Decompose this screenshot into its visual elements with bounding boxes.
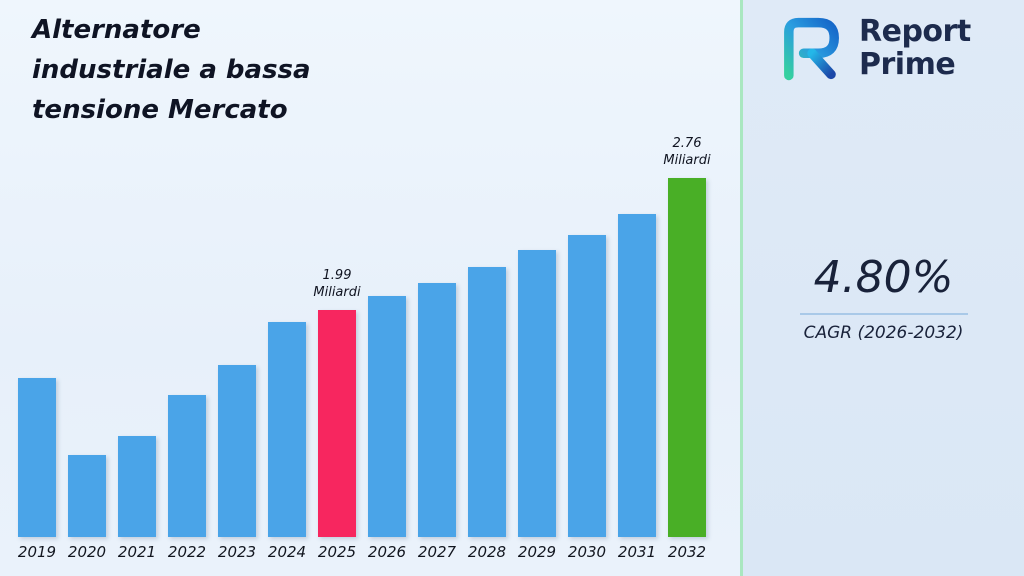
- x-tick-2031: 2031: [617, 543, 657, 561]
- bar-2027: [418, 283, 456, 537]
- cagr-underline: [799, 313, 968, 315]
- logo-word-prime: Prime: [859, 47, 956, 82]
- bar-2021: [118, 436, 156, 537]
- x-tick-2020: 2020: [67, 543, 107, 561]
- logo-word-report: Report: [859, 14, 971, 49]
- x-tick-2023: 2023: [217, 543, 257, 561]
- x-tick-2026: 2026: [367, 543, 407, 561]
- x-tick-2028: 2028: [467, 543, 507, 561]
- bar-2019: [18, 378, 56, 537]
- bar-2025: [318, 310, 356, 537]
- x-tick-2019: 2019: [17, 543, 57, 561]
- x-tick-2024: 2024: [267, 543, 307, 561]
- bar-2024: [268, 322, 306, 537]
- x-tick-2025: 2025: [317, 543, 357, 561]
- report-prime-logo-icon: [784, 17, 839, 81]
- right-panel: Report Prime 4.80% CAGR (2026-2032): [743, 0, 1024, 576]
- bar-2030: [568, 235, 606, 537]
- x-tick-2027: 2027: [417, 543, 457, 561]
- bar-2026: [368, 296, 406, 537]
- bar-chart: 2019 2020 2021 2022 2023 2024 2025 2026 2027 2028…: [0, 134, 742, 561]
- cagr-value: 4.80%: [813, 252, 954, 303]
- x-tick-2029: 2029: [517, 543, 557, 561]
- bar-annotation-2025: 1.99 Miliardi: [313, 268, 361, 301]
- bar-2028: [468, 267, 506, 537]
- panel-divider: [740, 0, 743, 576]
- bar-2022: [168, 395, 206, 537]
- logo-wordmark: Report Prime: [859, 15, 971, 81]
- bar-2020: [68, 455, 106, 537]
- bar-annotation-2032: 2.76 Miliardi: [663, 136, 711, 169]
- x-tick-2021: 2021: [117, 543, 157, 561]
- bar-2029: [518, 250, 556, 537]
- cagr-block: 4.80% CAGR (2026-2032): [743, 252, 1024, 343]
- x-tick-2022: 2022: [167, 543, 207, 561]
- bar-2031: [618, 214, 656, 537]
- chart-panel: Alternatore industriale a bassa tensione…: [0, 15, 742, 561]
- cagr-label: CAGR (2026-2032): [803, 323, 964, 343]
- x-tick-2030: 2030: [567, 543, 607, 561]
- chart-title: Alternatore industriale a bassa tensione…: [32, 15, 311, 126]
- bar-2023: [218, 365, 256, 537]
- bar-2032: [668, 178, 706, 537]
- report-prime-logo: Report Prime: [773, 10, 971, 86]
- x-tick-2032: 2032: [667, 543, 707, 561]
